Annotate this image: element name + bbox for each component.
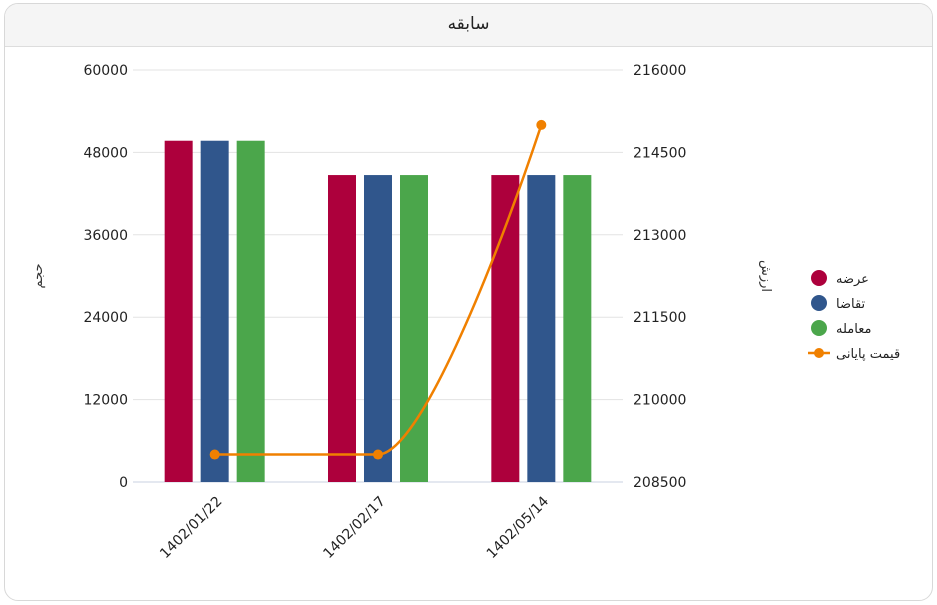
bar-0 — [164, 140, 193, 482]
legend-label: تقاضا — [836, 297, 866, 312]
legend-label: قیمت پایانی — [836, 347, 900, 362]
bar-2 — [563, 175, 592, 482]
chart-card: سابقه — [4, 3, 933, 601]
chart-title: سابقه — [5, 4, 932, 47]
y-tick-left: 24000 — [83, 310, 128, 326]
legend-marker — [811, 320, 827, 336]
legend-marker — [811, 270, 827, 286]
y-tick-right: 216000 — [633, 63, 686, 79]
y-axis-label-left: حجم — [31, 263, 46, 288]
bar-0 — [328, 175, 356, 482]
x-tick-label: 1402/05/14 — [484, 493, 552, 561]
legend-label: معامله — [836, 322, 871, 337]
bar-1 — [200, 140, 229, 482]
y-tick-right: 208500 — [633, 475, 686, 491]
y-tick-right: 213000 — [633, 228, 686, 244]
legend-marker — [814, 348, 824, 358]
y-tick-left: 60000 — [83, 63, 128, 79]
bar-1 — [527, 175, 556, 482]
y-tick-right: 214500 — [633, 145, 686, 161]
legend-marker — [811, 295, 827, 311]
y-axis-label-right: ارزش — [758, 260, 773, 292]
y-tick-left: 12000 — [83, 393, 128, 409]
x-tick-label: 1402/01/22 — [157, 494, 225, 562]
bar-2 — [400, 175, 428, 482]
y-tick-right: 210000 — [633, 393, 686, 409]
line-series — [214, 124, 543, 456]
y-tick-left: 36000 — [83, 228, 128, 244]
line-point — [536, 119, 547, 130]
y-tick-left: 0 — [119, 475, 128, 491]
legend-label: عرضه — [836, 272, 869, 287]
bar-1 — [364, 175, 392, 482]
y-tick-right: 211500 — [633, 310, 686, 326]
y-tick-left: 48000 — [83, 145, 128, 161]
bar-0 — [491, 175, 520, 482]
bar-2 — [236, 140, 265, 482]
line-point — [209, 449, 220, 460]
x-tick-label: 1402/02/17 — [320, 494, 388, 562]
line-point — [373, 449, 383, 460]
